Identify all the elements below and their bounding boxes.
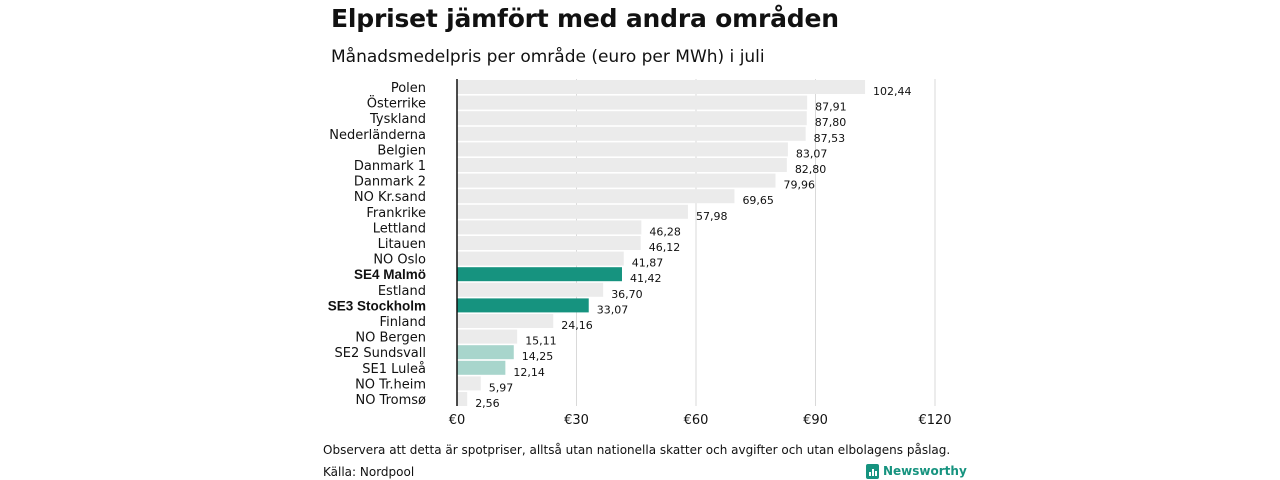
bar [457, 142, 788, 157]
bar [457, 236, 641, 250]
category-label: Danmark 2 [354, 175, 426, 190]
value-label: 83,07 [796, 147, 828, 160]
x-tick-label: €60 [684, 413, 709, 428]
category-label: Tyskland [369, 112, 426, 127]
bar [457, 329, 518, 344]
value-label: 33,07 [597, 303, 629, 316]
bar [457, 267, 622, 282]
category-label: Österrike [367, 95, 426, 112]
bar [457, 111, 807, 126]
value-label: 14,25 [522, 350, 554, 363]
category-labels: PolenÖsterrikeTysklandNederländernaBelgi… [328, 81, 426, 408]
category-label: Finland [380, 315, 426, 330]
value-label: 46,12 [649, 241, 681, 254]
category-label: Litauen [378, 237, 426, 252]
category-label: NO Bergen [355, 331, 426, 346]
bars [457, 80, 866, 406]
category-label: NO Tr.heim [355, 377, 426, 392]
value-label: 24,16 [561, 319, 593, 332]
value-label: 79,96 [784, 179, 816, 192]
bar [457, 189, 735, 204]
category-label: Belgien [377, 143, 426, 158]
value-label: 87,91 [815, 101, 847, 114]
chart-subtitle: Månadsmedelpris per område (euro per MWh… [331, 47, 765, 67]
newsworthy-logo: Newsworthy [866, 462, 967, 480]
category-label: Lettland [373, 221, 426, 236]
value-label: 12,14 [513, 366, 545, 379]
value-label: 41,42 [630, 272, 662, 285]
category-label: NO Tromsø [355, 393, 426, 408]
newsworthy-logo-text: Newsworthy [883, 464, 967, 478]
category-label: SE1 Luleå [362, 362, 426, 377]
bar [457, 158, 787, 172]
value-label: 82,80 [795, 163, 827, 176]
value-label: 41,87 [632, 257, 664, 270]
bar [457, 80, 866, 94]
bar [457, 392, 468, 406]
newsworthy-logo-icon [866, 463, 879, 479]
x-tick-label: €30 [564, 413, 589, 428]
value-label: 46,28 [649, 225, 681, 238]
value-label: 5,97 [489, 381, 514, 394]
bar [457, 376, 481, 391]
category-label: Estland [378, 284, 426, 299]
value-label: 102,44 [873, 85, 912, 98]
x-tick-label: €120 [918, 413, 951, 428]
x-tick-label: €0 [449, 413, 466, 428]
bar [457, 282, 604, 297]
bar [457, 360, 506, 375]
value-label: 87,80 [815, 116, 847, 129]
bar [457, 95, 808, 110]
category-label: SE3 Stockholm [328, 298, 426, 313]
bar [457, 314, 554, 328]
bar [457, 345, 514, 360]
bar [457, 173, 776, 188]
category-label: Nederländerna [329, 128, 426, 143]
bar [457, 251, 624, 266]
category-label: SE2 Sundsvall [334, 346, 426, 361]
chart-title: Elpriset jämfört med andra områden [331, 4, 839, 33]
category-label: Danmark 1 [354, 159, 426, 174]
value-label: 2,56 [475, 397, 500, 410]
bar [457, 298, 589, 313]
bar [457, 204, 688, 219]
bar-chart: PolenÖsterrikeTysklandNederländernaBelgi… [328, 79, 952, 428]
value-label: 36,70 [611, 288, 643, 301]
x-tick-label: €90 [803, 413, 828, 428]
category-label: NO Oslo [373, 253, 426, 268]
category-label: Polen [391, 81, 426, 96]
value-label: 87,53 [814, 132, 846, 145]
value-labels: 102,44 87,91 87,80 87,53 83,07 82,80 79,96 69,6… [475, 85, 911, 410]
x-axis-ticks: €0 €30 €60 €90 €120 [449, 413, 952, 428]
value-label: 57,98 [696, 210, 728, 223]
category-label: SE4 Malmö [354, 267, 426, 282]
source-label: Källa: Nordpool [323, 465, 415, 479]
bar [457, 220, 642, 235]
value-label: 69,65 [742, 194, 774, 207]
footnote: Observera att detta är spotpriser, allts… [323, 443, 951, 457]
value-label: 15,11 [525, 335, 557, 348]
bar [457, 126, 806, 141]
category-label: Frankrike [366, 206, 426, 221]
category-label: NO Kr.sand [354, 190, 426, 205]
